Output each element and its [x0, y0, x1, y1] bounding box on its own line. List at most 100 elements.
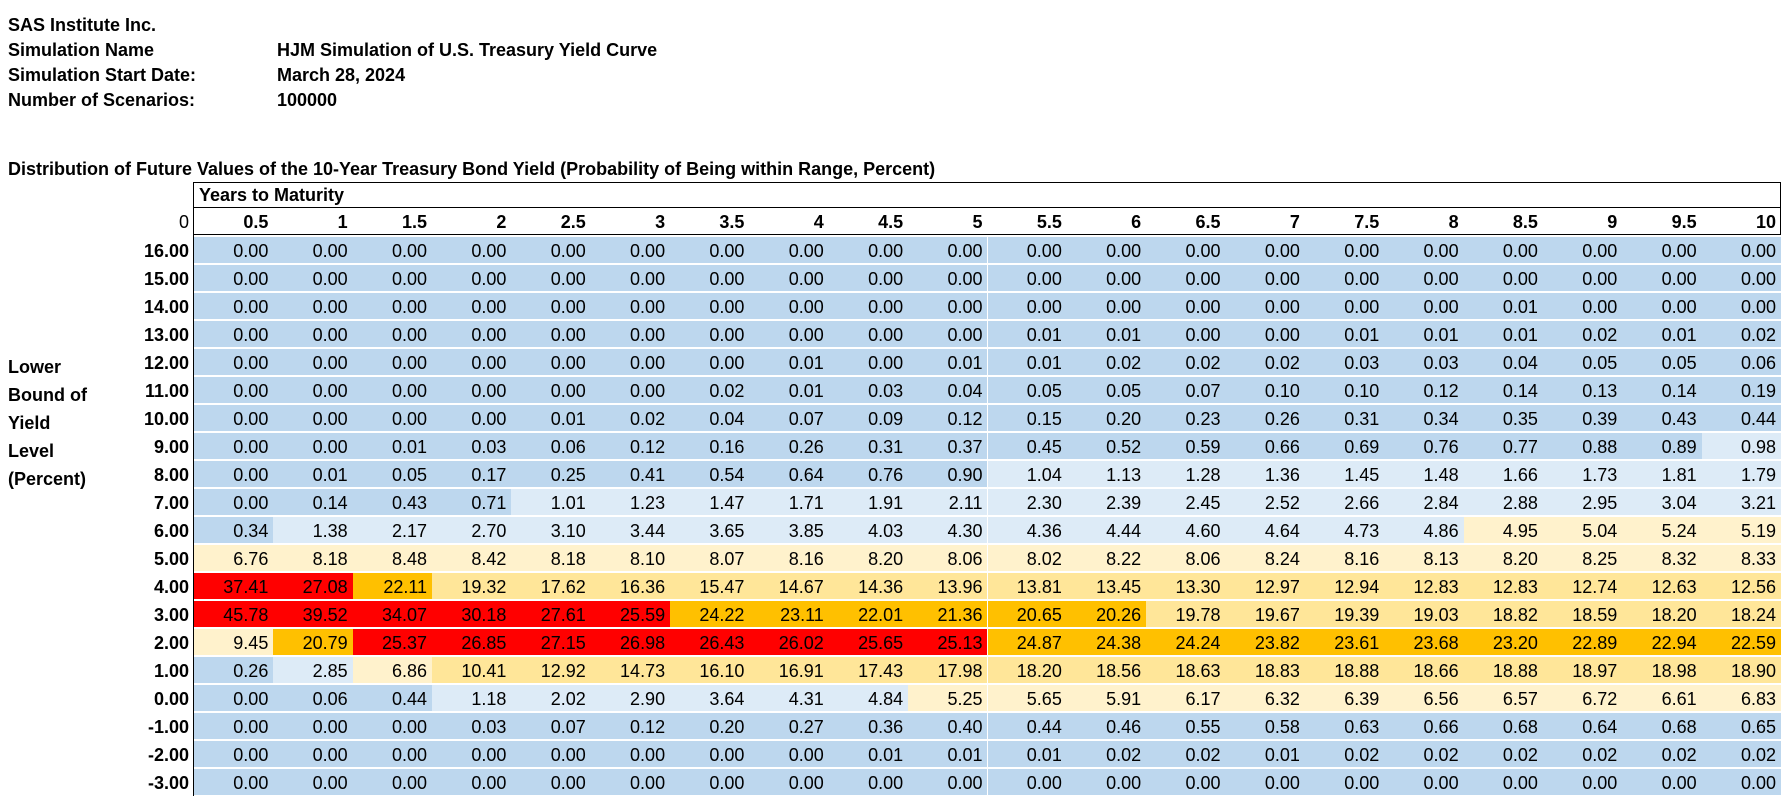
table-cell: 9.45	[194, 629, 274, 655]
table-cell: 12.92	[511, 657, 591, 683]
table-cell: 0.00	[1225, 265, 1305, 291]
table-cell: 12.83	[1463, 573, 1543, 599]
table-cell: 0.00	[828, 237, 909, 263]
table-cell: 0.00	[590, 321, 671, 347]
table-cell: 5.04	[1542, 517, 1623, 543]
table-cell: 0.07	[749, 405, 829, 431]
table-cell: 0.00	[670, 769, 750, 795]
table-cell: 18.24	[1701, 601, 1781, 627]
table-cell: 0.98	[1701, 433, 1781, 459]
table-cell: 2.11	[908, 489, 988, 515]
table-cell: 0.00	[1066, 769, 1147, 795]
table-cell: 0.00	[670, 349, 750, 375]
table-cell: 0.00	[1542, 265, 1623, 291]
table-cell: 13.96	[908, 573, 988, 599]
table-cell: 0.00	[590, 741, 671, 767]
table-cell: 0.00	[273, 237, 353, 263]
table-cell: 0.00	[511, 377, 591, 403]
table-cell: 26.02	[749, 629, 829, 655]
table-cell: 0.02	[1146, 349, 1226, 375]
table-cell: 8.06	[908, 545, 988, 571]
table-cell: 8.18	[511, 545, 591, 571]
table-cell: 20.79	[273, 629, 353, 655]
table-cell: 0.01	[1463, 293, 1543, 319]
table-cell: 0.10	[1304, 377, 1385, 403]
table-cell: 18.98	[1622, 657, 1702, 683]
table-cell: 0.40	[908, 713, 988, 739]
table-cell: 0.14	[1463, 377, 1543, 403]
table-cell: 0.34	[194, 517, 274, 543]
table-cell: 23.11	[749, 601, 829, 627]
table-cell: 0.04	[908, 377, 988, 403]
table-cell: 0.00	[352, 377, 433, 403]
table-cell: 0.01	[1304, 321, 1385, 347]
table-cell: 0.39	[1542, 405, 1623, 431]
row-header: 9.00	[153, 437, 189, 457]
table-cell: 0.03	[1304, 349, 1385, 375]
table-cell: 3.10	[511, 517, 591, 543]
table-cell: 5.65	[987, 685, 1067, 711]
table-cell: 8.10	[590, 545, 671, 571]
table-cell: 1.47	[670, 489, 750, 515]
table-cell: 0.00	[194, 405, 274, 431]
sim-name-label: Simulation Name	[8, 40, 155, 60]
table-cell: 0.04	[1463, 349, 1543, 375]
row-header: 8.00	[153, 465, 189, 485]
table-cell: 0.00	[432, 237, 512, 263]
table-cell: 0.00	[273, 769, 353, 795]
table-cell: 0.00	[1463, 265, 1543, 291]
table-cell: 5.24	[1622, 517, 1702, 543]
table-cell: 0.00	[1701, 293, 1781, 319]
table-cell: 0.00	[828, 769, 909, 795]
table-cell: 0.00	[908, 769, 988, 795]
table-cell: 0.58	[1225, 713, 1305, 739]
column-header: 4.5	[878, 212, 904, 232]
table-cell: 0.01	[1225, 741, 1305, 767]
table-cell: 0.02	[1066, 349, 1147, 375]
table-cell: 0.43	[1622, 405, 1702, 431]
table-cell: 0.00	[194, 349, 274, 375]
table-cell: 4.64	[1225, 517, 1305, 543]
table-cell: 2.70	[432, 517, 512, 543]
table-cell: 0.12	[908, 405, 988, 431]
table-cell: 6.76	[194, 545, 274, 571]
table-cell: 2.45	[1146, 489, 1226, 515]
table-cell: 0.66	[1384, 713, 1464, 739]
table-cell: 0.00	[670, 237, 750, 263]
table-cell: 8.24	[1225, 545, 1305, 571]
table-cell: 1.23	[590, 489, 671, 515]
table-cell: 1.81	[1622, 461, 1702, 487]
column-header: 4	[813, 212, 824, 232]
row-header: 1.00	[153, 661, 189, 681]
table-cell: 0.09	[828, 405, 909, 431]
table-cell: 0.00	[194, 237, 274, 263]
table-cell: 0.44	[987, 713, 1067, 739]
table-cell: 0.01	[987, 321, 1067, 347]
column-header-row	[193, 207, 1781, 235]
table-cell: 0.44	[1701, 405, 1781, 431]
table-cell: 18.82	[1463, 601, 1543, 627]
table-cell: 0.01	[352, 433, 433, 459]
column-header: 1	[337, 212, 348, 232]
table-cell: 0.00	[908, 237, 988, 263]
table-cell: 22.11	[352, 573, 433, 599]
table-cell: 18.56	[1066, 657, 1147, 683]
table-cell: 0.06	[273, 685, 353, 711]
table-cell: 0.14	[273, 489, 353, 515]
table-cell: 2.85	[273, 657, 353, 683]
row-header: 0.00	[153, 689, 189, 709]
table-cell: 0.36	[828, 713, 909, 739]
table-cell: 22.59	[1701, 629, 1781, 655]
table-cell: 0.00	[1463, 769, 1543, 795]
table-cell: 0.00	[352, 741, 433, 767]
table-cell: 0.19	[1701, 377, 1781, 403]
table-cell: 18.20	[987, 657, 1067, 683]
table-cell: 0.03	[1384, 349, 1464, 375]
table-cell: 23.82	[1225, 629, 1305, 655]
table-cell: 17.62	[511, 573, 591, 599]
table-cell: 0.52	[1066, 433, 1147, 459]
row-header: 5.00	[153, 549, 189, 569]
table-cell: 0.02	[1384, 741, 1464, 767]
table-cell: 0.00	[1146, 321, 1226, 347]
table-cell: 0.00	[432, 265, 512, 291]
